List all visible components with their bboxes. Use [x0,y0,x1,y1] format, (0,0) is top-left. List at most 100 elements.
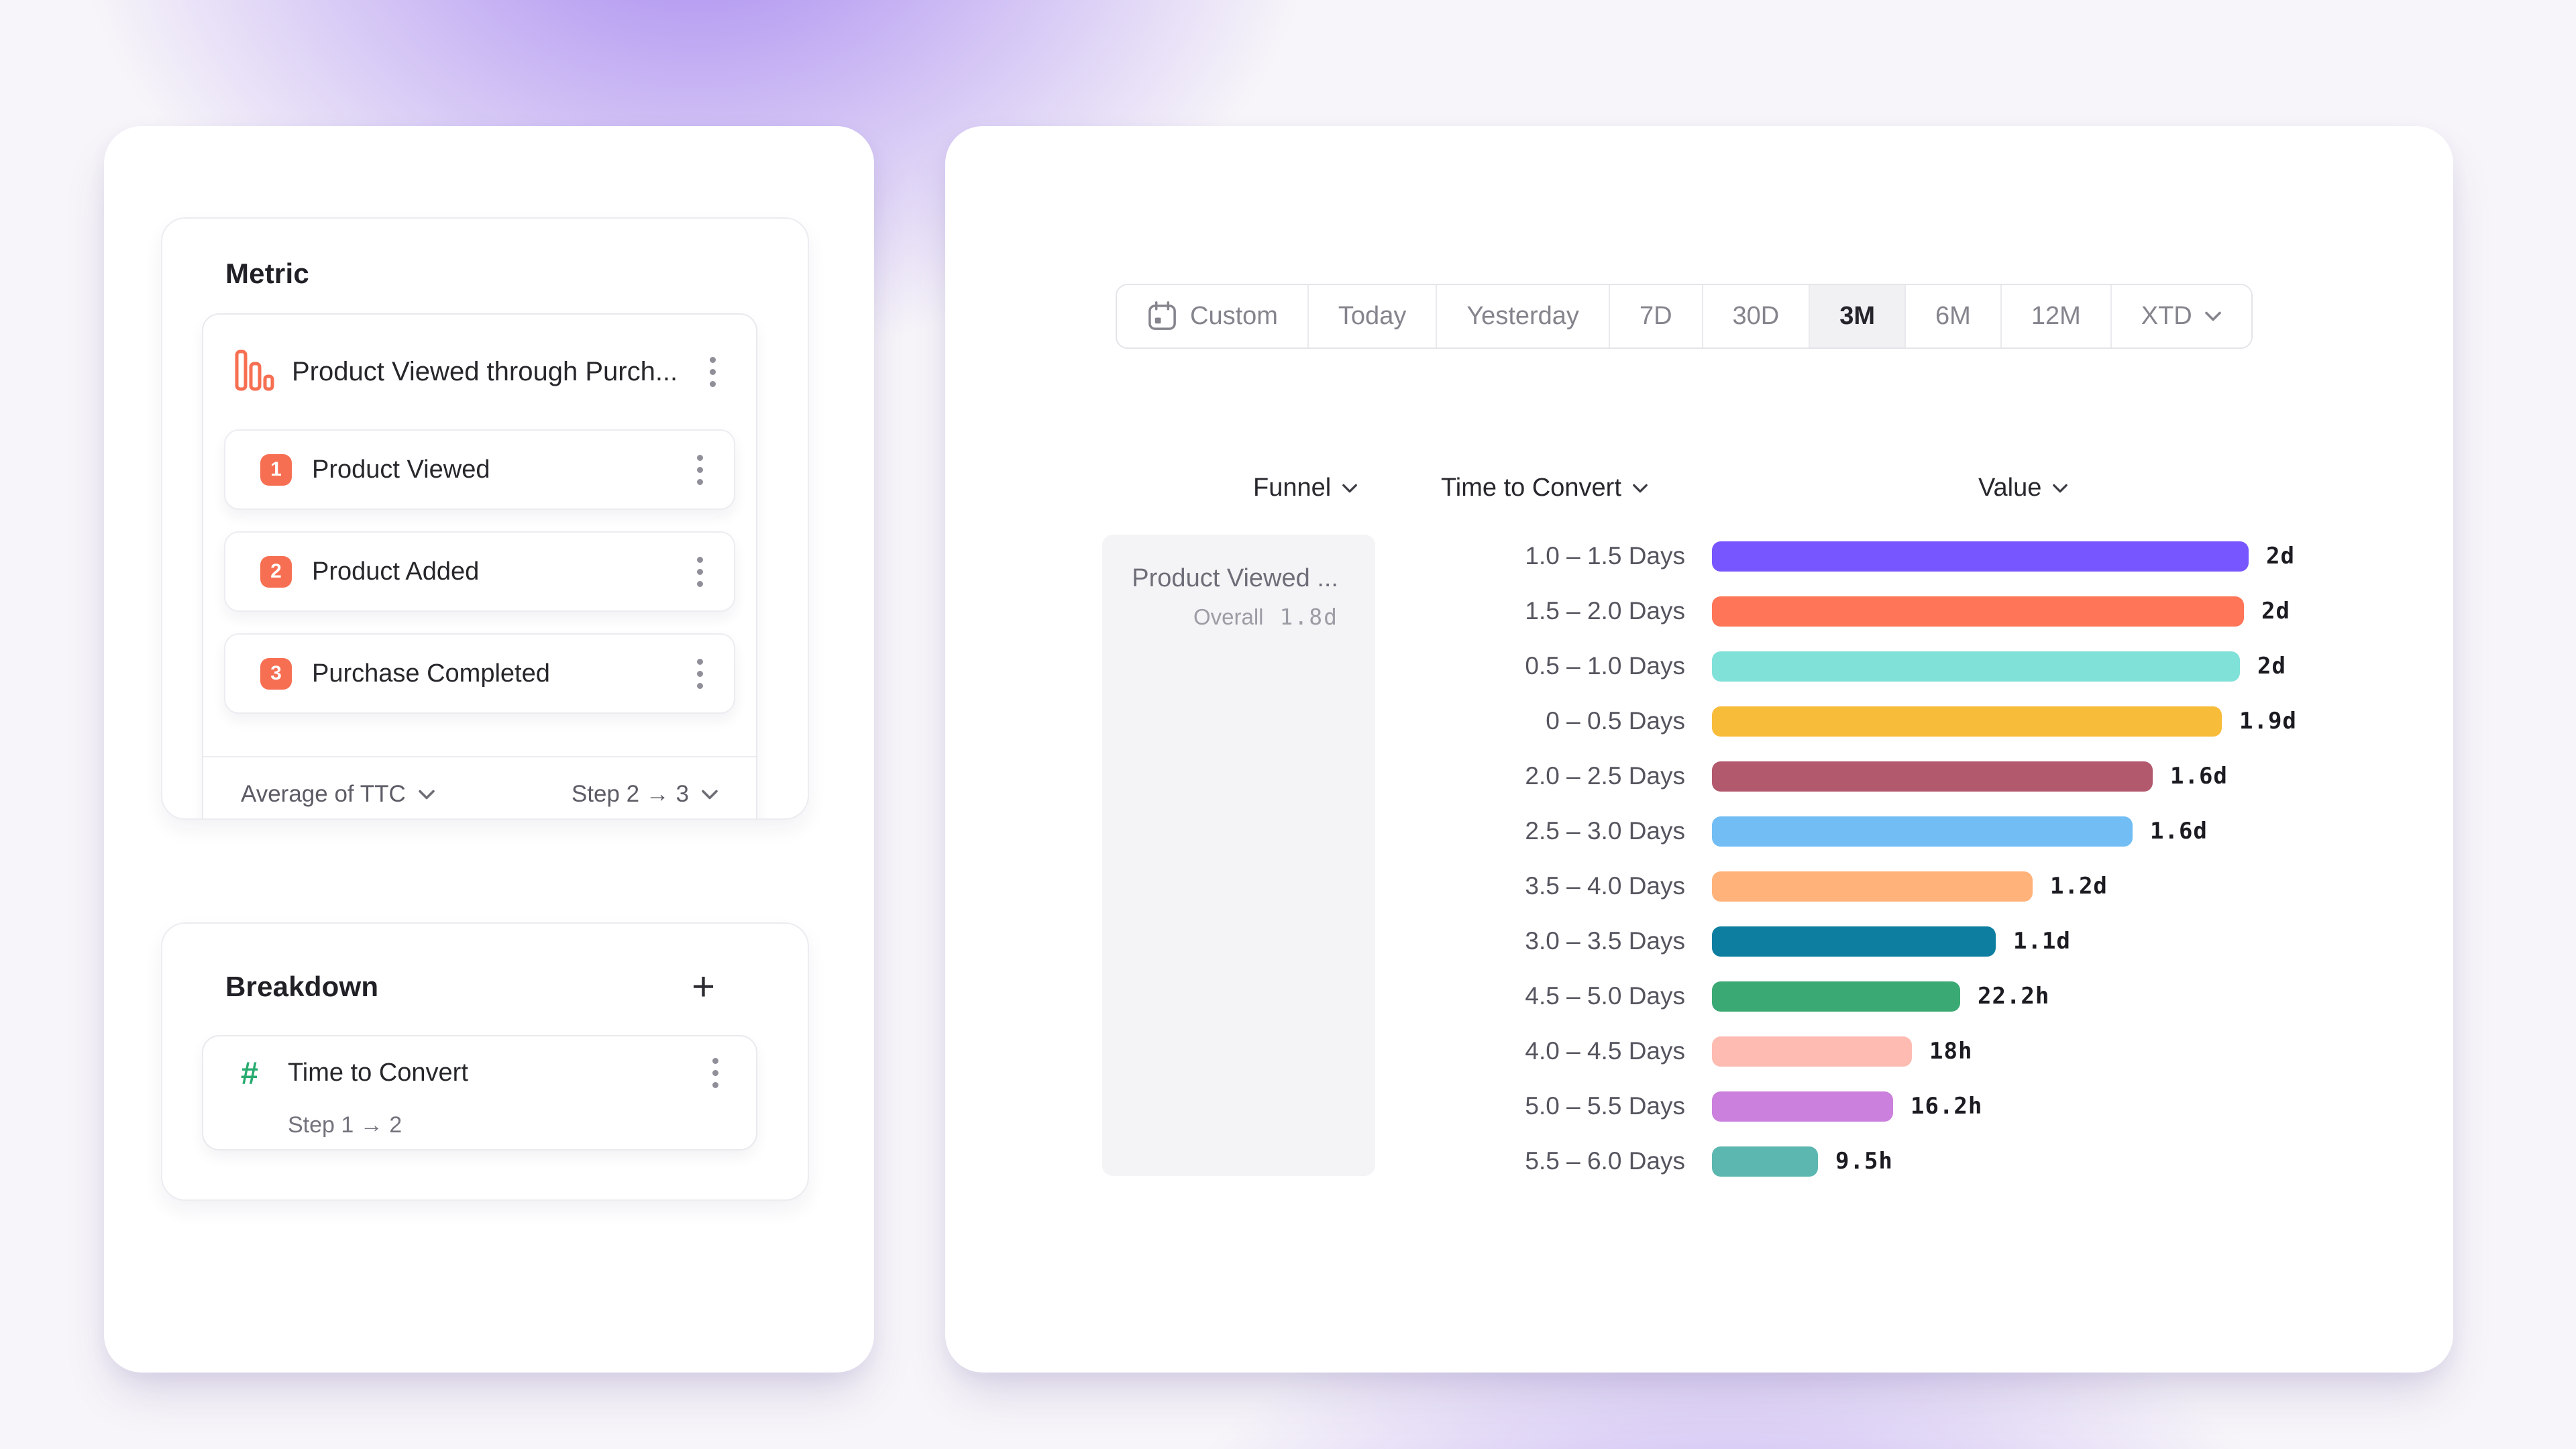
breakdown-item-detail: Step 1 → 2 [288,1112,402,1138]
breakdown-item-name: Time to Convert [288,1059,468,1087]
kebab-menu-icon[interactable] [690,551,710,592]
value-bar[interactable] [1712,596,2244,627]
funnel-step-card[interactable]: 1 Product Viewed [224,429,735,510]
chart-row: 1.5 – 2.0 Days 2d [1497,584,2297,639]
metric-card[interactable]: Product Viewed through Purch... 1 Product… [202,313,757,818]
value-label: 1.1d [2013,928,2071,955]
bucket-label: 1.0 – 1.5 Days [1525,542,1685,570]
aggregation-label: Average of TTC [241,781,406,807]
bucket-label: 2.5 – 3.0 Days [1525,817,1685,845]
column-header-time-to-convert[interactable]: Time to Convert [1441,474,1648,502]
funnel-step-card[interactable]: 2 Product Added [224,531,735,612]
overall-value: 1.8d [1279,604,1338,630]
date-range-picker: Custom Today Yesterday 7D 30D 3M 6M 12M XTD [1116,284,2253,349]
date-option-label: 6M [1935,302,1971,330]
value-label: 2d [2257,653,2286,680]
value-bar[interactable] [1712,1091,1893,1122]
breakdown-item-header: # Time to Convert [234,1053,725,1093]
funnel-row-cell[interactable]: Product Viewed ... Overall 1.8d [1102,535,1375,1176]
aggregation-dropdown[interactable]: Average of TTC [241,781,435,808]
value-bar[interactable] [1712,706,2222,737]
breakdown-section-title: Breakdown [225,971,379,1002]
date-option-label: Today [1338,302,1407,330]
funnel-row-name: Product Viewed ... [1132,564,1338,592]
funnel-row-overall: Overall 1.8d [1102,604,1338,630]
value-label: 22.2h [1978,983,2050,1010]
calendar-icon [1148,301,1176,330]
value-bar[interactable] [1712,871,2033,902]
chart-row: 3.5 – 4.0 Days 1.2d [1497,859,2297,914]
date-option-6m[interactable]: 6M [1906,285,2002,347]
chart-row: 0.5 – 1.0 Days 2d [1497,639,2297,694]
value-bar[interactable] [1712,651,2240,682]
value-bar[interactable] [1712,926,1996,957]
value-label: 16.2h [1911,1093,1983,1120]
step-label: Product Viewed [312,455,490,484]
value-bar[interactable] [1712,981,1960,1012]
add-breakdown-button[interactable]: + [691,964,715,1009]
kebab-menu-icon[interactable] [706,1053,725,1093]
kebab-menu-icon[interactable] [690,653,710,694]
step-number-badge: 3 [260,657,292,690]
step-label: Product Added [312,557,480,586]
bucket-label: 0 – 0.5 Days [1546,707,1685,735]
date-option-xtd[interactable]: XTD [2111,285,2251,347]
breakdown-card[interactable]: # Time to Convert Step 1 → 2 [202,1035,757,1150]
value-bar[interactable] [1712,761,2153,792]
metric-section: Metric Product Viewed through Purch... 1… [161,217,809,820]
date-option-today[interactable]: Today [1308,285,1438,347]
chevron-down-icon [702,790,718,799]
date-option-label: 7D [1639,302,1672,330]
value-label: 1.9d [2239,708,2297,735]
value-bar[interactable] [1712,1036,1912,1067]
date-option-12m[interactable]: 12M [2001,285,2112,347]
value-bar[interactable] [1712,816,2133,847]
funnel-step-card[interactable]: 3 Purchase Completed [224,633,735,714]
numeric-property-hash-icon: # [240,1055,259,1091]
step-number-badge: 2 [260,555,292,588]
chevron-down-icon [418,790,435,799]
chart-row: 2.0 – 2.5 Days 1.6d [1497,749,2297,804]
bucket-label: 0.5 – 1.0 Days [1525,652,1685,680]
date-option-label: Custom [1190,302,1278,330]
metric-section-title: Metric [225,258,309,289]
bucket-label: 3.5 – 4.0 Days [1525,872,1685,900]
chart-row: 5.0 – 5.5 Days 16.2h [1497,1079,2297,1134]
date-option-label: XTD [2141,302,2192,330]
value-label: 1.6d [2170,763,2228,790]
date-option-3m[interactable]: 3M [1810,285,1907,347]
step-range-dropdown[interactable]: Step 2 → 3 [572,781,718,808]
query-builder-panel: Metric Product Viewed through Purch... 1… [104,126,874,1373]
value-label: 1.2d [2050,873,2108,900]
overall-label: Overall [1193,604,1264,629]
breakdown-header: Breakdown + [162,924,808,1009]
date-option-custom[interactable]: Custom [1117,285,1309,347]
date-option-7d[interactable]: 7D [1609,285,1703,347]
report-panel: Custom Today Yesterday 7D 30D 3M 6M 12M XTD Funn… [945,126,2453,1373]
column-header-funnel[interactable]: Funnel [1253,474,1358,502]
chevron-down-icon [1633,484,1648,492]
breakdown-bar-chart: 1.0 – 1.5 Days 2d 1.5 – 2.0 Days 2d 0.5 – 1.… [1497,529,2297,1189]
chevron-down-icon [1342,484,1358,492]
step-range-label: Step 2 → 3 [571,781,689,807]
metric-footer: Average of TTC Step 2 → 3 [203,756,756,818]
value-bar[interactable] [1712,1146,1818,1177]
value-label: 1.6d [2150,818,2208,845]
date-option-yesterday[interactable]: Yesterday [1437,285,1610,347]
date-option-label: 30D [1732,302,1780,330]
date-option-30d[interactable]: 30D [1703,285,1811,347]
funnel-chart-icon [234,349,277,395]
value-bar[interactable] [1712,541,2249,572]
date-option-label: 12M [2031,302,2081,330]
kebab-menu-icon[interactable] [690,449,710,490]
kebab-menu-icon[interactable] [703,352,722,392]
bucket-label: 5.5 – 6.0 Days [1525,1147,1685,1175]
value-label: 2d [2266,543,2295,570]
column-header-value[interactable]: Value [1978,474,2068,502]
chart-row: 3.0 – 3.5 Days 1.1d [1497,914,2297,969]
chevron-down-icon [2204,311,2221,321]
funnel-steps-list: 1 Product Viewed 2 Product Added 3 Purchase C… [203,429,756,714]
bucket-label: 5.0 – 5.5 Days [1525,1092,1685,1120]
bucket-label: 1.5 – 2.0 Days [1525,597,1685,625]
